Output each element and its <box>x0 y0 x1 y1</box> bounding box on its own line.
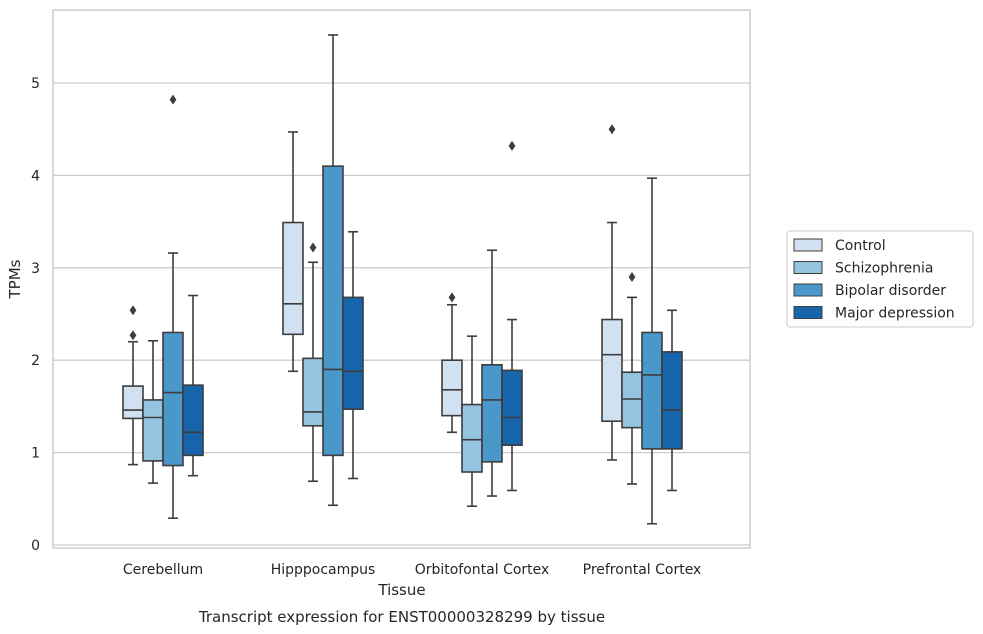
box-iqr <box>621 371 643 429</box>
figure-caption: Transcript expression for ENST0000032829… <box>198 608 605 626</box>
box-group <box>621 272 643 485</box>
box-iqr <box>461 403 483 473</box>
box-group <box>501 140 523 492</box>
outlier-point <box>508 140 516 151</box>
box-iqr <box>162 331 184 467</box>
box-iqr <box>122 385 144 420</box>
box-series-layer <box>122 34 683 525</box>
box-group <box>661 309 683 492</box>
outlier-point <box>129 330 137 341</box>
outlier-point <box>129 305 137 316</box>
box-iqr <box>282 221 304 336</box>
box-group <box>182 294 204 477</box>
x-tick-label: Hipppocampus <box>271 562 376 578</box>
y-tick-labels: 0 1 2 3 4 5 <box>31 76 40 554</box>
box-iqr <box>182 384 204 457</box>
legend-frame <box>786 230 974 328</box>
box-group <box>461 335 483 507</box>
box-iqr <box>302 357 324 427</box>
y-tick-label: 2 <box>31 353 40 369</box>
box-iqr <box>441 359 463 417</box>
box-iqr <box>601 318 623 422</box>
legend-swatch <box>793 306 823 319</box>
box-iqr <box>322 165 344 457</box>
legend-label: Schizophrenia <box>835 261 933 277</box>
y-axis-label: TPMs <box>6 259 24 299</box>
box-group <box>282 131 304 373</box>
box-group <box>162 94 184 520</box>
x-tick-labels: Cerebellum Hipppocampus Orbitofontal Corte… <box>123 562 701 578</box>
legend-swatch <box>793 238 823 252</box>
box-iqr <box>481 364 503 463</box>
y-tick-label: 4 <box>31 168 40 184</box>
box-group <box>342 230 364 480</box>
legend-label: Bipolar disorder <box>835 283 946 299</box>
outlier-point <box>169 94 177 105</box>
box-iqr <box>661 351 683 450</box>
outlier-point <box>448 292 456 303</box>
box-iqr <box>342 296 364 410</box>
y-tick-label: 0 <box>31 538 40 554</box>
legend-swatch <box>793 261 823 274</box>
legend-label: Control <box>835 238 886 254</box>
x-tick-label: Prefrontal Cortex <box>583 562 702 578</box>
box-group <box>601 124 623 461</box>
outlier-point <box>309 242 317 253</box>
box-group <box>481 249 503 497</box>
box-iqr <box>641 331 663 450</box>
legend-swatch <box>793 283 823 297</box>
box-iqr <box>501 369 523 447</box>
grid-lines <box>53 82 750 546</box>
outlier-point <box>608 124 616 135</box>
box-group <box>322 34 344 507</box>
outlier-point <box>628 272 636 283</box>
y-tick-label: 1 <box>31 446 40 462</box>
box-group <box>641 177 663 525</box>
x-axis-label: Tissue <box>377 581 425 599</box>
x-tick-label: Cerebellum <box>123 562 203 578</box>
x-tick-label: Orbitofontal Cortex <box>415 562 550 578</box>
legend: Control Schizophrenia Bipolar disorder Majo… <box>786 230 974 328</box>
box-group <box>302 242 324 483</box>
legend-label: Major depression <box>835 306 955 322</box>
box-group <box>441 292 463 434</box>
box-iqr <box>142 399 164 462</box>
plot-area-frame <box>52 9 751 549</box>
box-group <box>142 339 164 484</box>
box-group <box>122 305 144 466</box>
y-tick-label: 5 <box>31 76 40 92</box>
y-tick-label: 3 <box>31 261 40 277</box>
